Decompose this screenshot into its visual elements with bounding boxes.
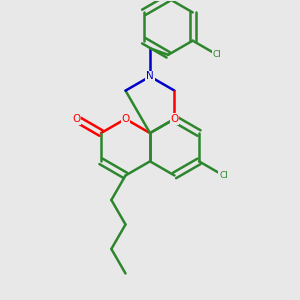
Text: N: N: [146, 71, 154, 82]
Text: Cl: Cl: [219, 171, 228, 180]
Text: O: O: [170, 114, 178, 124]
Text: Cl: Cl: [213, 50, 222, 59]
Text: O: O: [72, 114, 81, 124]
Text: O: O: [122, 114, 130, 124]
